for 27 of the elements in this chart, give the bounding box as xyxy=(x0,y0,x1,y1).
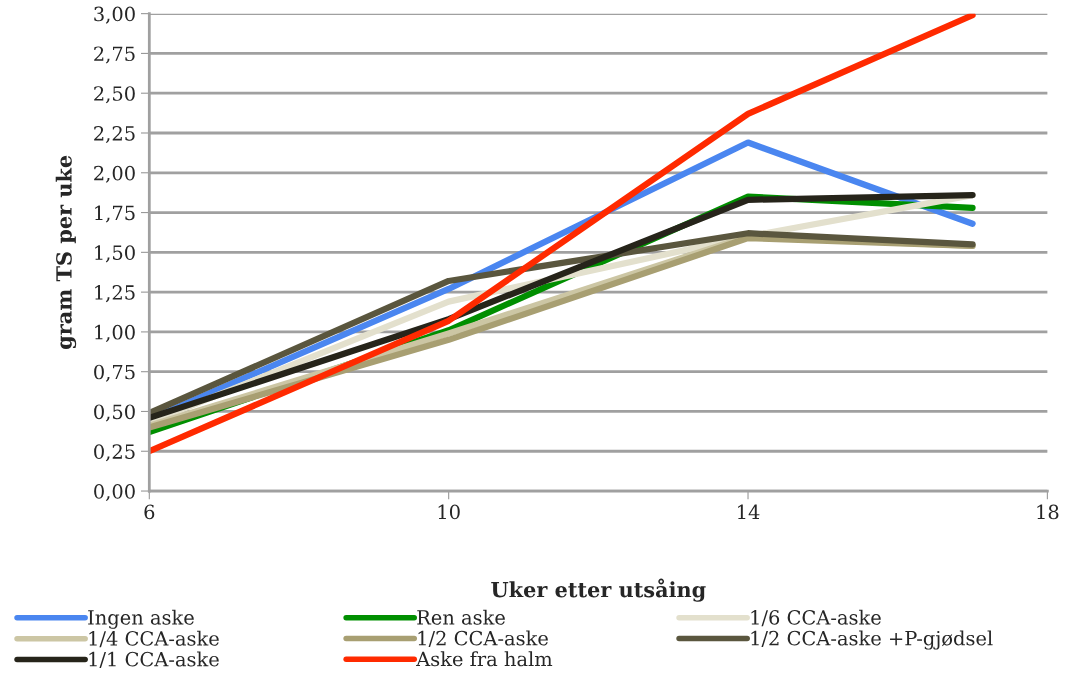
legend-label: Aske fra halm xyxy=(416,651,553,667)
x-tick-label: 10 xyxy=(438,504,460,520)
y-tick-label: 0,75 xyxy=(94,364,135,382)
y-tick-label: 0,00 xyxy=(94,484,135,502)
legend-label: 1/6 CCA-aske xyxy=(751,609,881,627)
y-tick-label: 2,50 xyxy=(94,86,135,104)
y-tick-label: 1,00 xyxy=(95,324,135,342)
legend-label: Ren aske xyxy=(417,609,505,625)
y-tick-label: 2,75 xyxy=(94,46,135,64)
y-tick-label: 3,00 xyxy=(94,6,135,24)
legend-label: Ingen aske xyxy=(88,609,194,629)
x-axis-title: Uker etter utsåing xyxy=(491,578,706,602)
y-tick-label: 0,25 xyxy=(94,444,135,462)
legend-label: 1/2 CCA-aske +P-gjødsel xyxy=(751,630,993,650)
legend-label: 1/1 CCA-aske xyxy=(89,651,219,669)
y-tick-label: 0,50 xyxy=(94,404,135,422)
y-axis-title: gram TS per uke xyxy=(55,155,77,349)
y-tick-label: 2,25 xyxy=(94,125,135,144)
x-tick-label: 14 xyxy=(738,504,760,520)
legend-label: 1/2 CCA-aske xyxy=(418,630,548,648)
y-tick-label: 1,50 xyxy=(95,245,135,263)
legend-label: 1/4 CCA-aske xyxy=(89,630,219,648)
y-tick-label: 1,25 xyxy=(95,285,135,303)
x-tick-label: 6 xyxy=(144,504,155,520)
y-tick-label: 2,00 xyxy=(94,165,135,183)
x-tick-label: 18 xyxy=(1037,504,1059,520)
y-tick-label: 1,75 xyxy=(95,205,135,223)
